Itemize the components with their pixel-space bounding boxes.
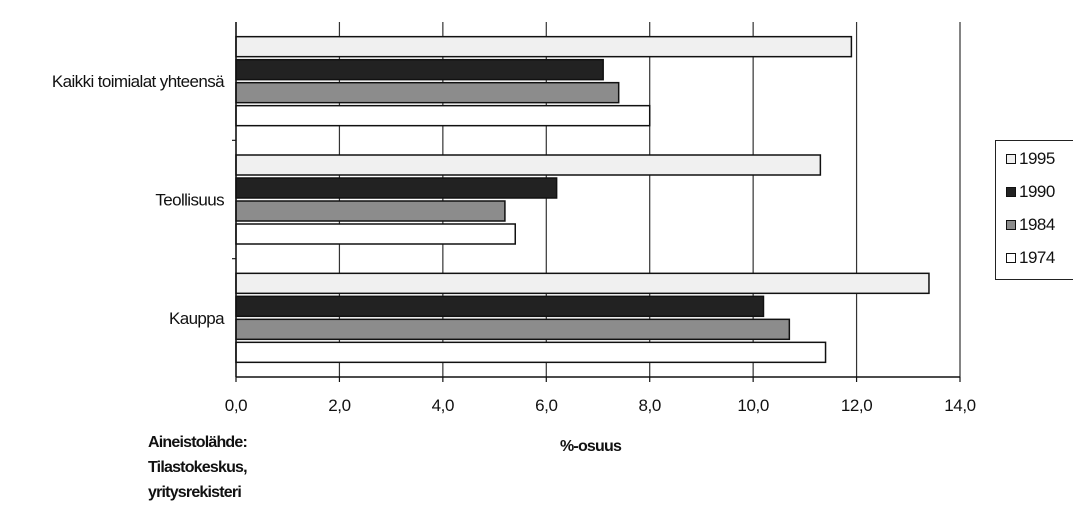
bar	[235, 58, 604, 81]
legend-swatch	[1006, 187, 1016, 197]
legend-item: 1974	[1006, 248, 1055, 268]
source-line: yritysrekisteri	[148, 484, 242, 501]
category-label: Kauppa	[169, 309, 225, 328]
bar	[235, 35, 853, 58]
source-line: Tilastokeskus,	[148, 459, 248, 476]
bar	[235, 200, 506, 222]
category-label: Kaikki toimialat yhteensä	[52, 72, 225, 91]
legend-swatch	[1006, 220, 1016, 230]
x-tick-label: 10,0	[737, 396, 769, 415]
legend-swatch	[1006, 154, 1016, 164]
x-tick-label: 14,0	[944, 396, 976, 415]
legend-item: 1995	[1006, 149, 1055, 169]
source-note: Aineistolähde: Tilastokeskus, yritysreki…	[148, 430, 248, 505]
source-line: Aineistolähde:	[148, 434, 248, 451]
x-tick-label: 8,0	[638, 396, 660, 415]
legend-item: 1984	[1006, 215, 1055, 235]
bar	[235, 295, 765, 318]
x-tick-label: 4,0	[432, 396, 454, 415]
x-tick-label: 6,0	[535, 396, 557, 415]
legend-item: 1990	[1006, 182, 1055, 202]
x-tick-label: 12,0	[841, 396, 873, 415]
bar	[235, 104, 651, 127]
legend-label: 1990	[1019, 182, 1055, 201]
legend-label: 1974	[1019, 248, 1055, 267]
plot-area	[236, 22, 960, 377]
bar	[235, 272, 930, 295]
x-tick-label: 2,0	[328, 396, 350, 415]
legend: 1995 1990 1984 1974	[995, 140, 1073, 280]
legend-label: 1984	[1019, 215, 1055, 234]
category-label: Teollisuus	[155, 191, 224, 210]
legend-label: 1995	[1019, 149, 1055, 168]
bar	[235, 341, 827, 364]
bar	[235, 318, 791, 341]
x-tick-label: 0,0	[225, 396, 247, 415]
bar	[235, 223, 517, 245]
x-axis-label: %-osuus	[560, 438, 622, 455]
bar	[235, 81, 620, 104]
bar	[235, 177, 558, 199]
legend-swatch	[1006, 253, 1016, 263]
bar	[235, 154, 822, 176]
